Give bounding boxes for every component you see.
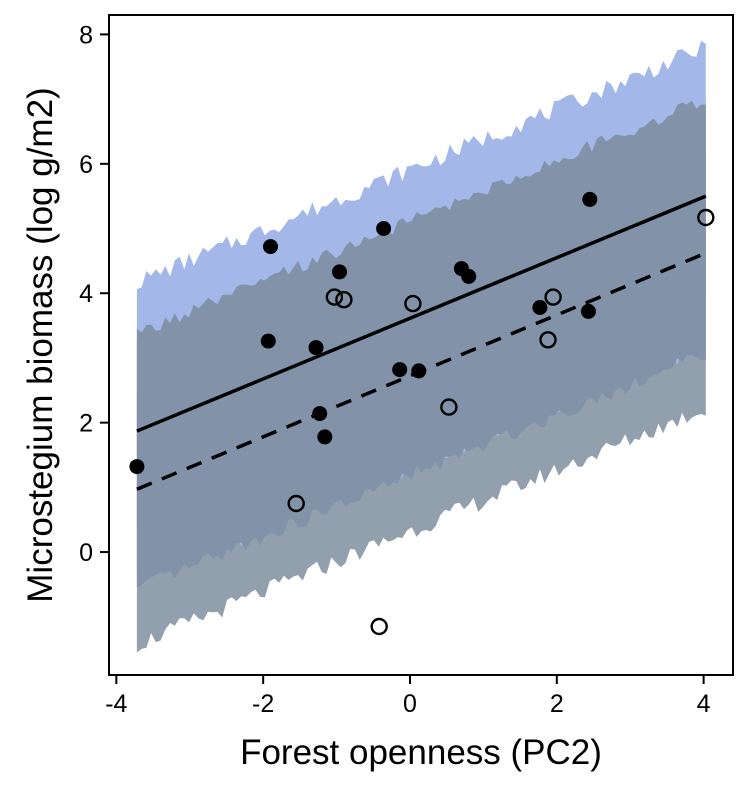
point-open: [335, 291, 353, 309]
point-filled: [392, 362, 408, 378]
x-axis-ticks: -4 -2 0 2 4: [105, 675, 711, 718]
point-filled: [332, 264, 347, 280]
point-open: [697, 208, 715, 227]
y-tick-label: 6: [79, 151, 93, 179]
point-filled: [582, 191, 598, 207]
y-tick-label: 4: [79, 280, 93, 308]
point-filled: [376, 221, 392, 236]
y-tick-label: 0: [79, 539, 93, 567]
y-tick-label: 2: [79, 410, 93, 438]
point-filled: [461, 268, 477, 284]
x-axis-title: Forest openness (PC2): [240, 733, 602, 772]
point-open: [544, 288, 562, 306]
point-open: [287, 494, 305, 513]
point-filled: [411, 363, 427, 379]
y-tick-label: 8: [79, 21, 93, 49]
data-points: [129, 191, 715, 636]
point-open: [440, 398, 458, 416]
y-axis-ticks: 0 2 4 6 8: [79, 21, 109, 567]
x-tick-label: -4: [105, 690, 127, 718]
point-filled: [312, 406, 328, 422]
point-filled: [532, 300, 548, 315]
credible-bands: [136, 40, 706, 653]
point-open: [370, 617, 388, 636]
point-open: [325, 288, 344, 306]
plot-frame: [108, 14, 734, 676]
point-open: [404, 294, 422, 313]
x-tick-label: 4: [697, 690, 711, 718]
x-tick-label: 0: [403, 690, 417, 718]
point-filled: [317, 429, 333, 445]
x-tick-label: 2: [550, 690, 564, 718]
point-filled: [580, 303, 596, 319]
x-tick-label: -2: [252, 690, 274, 718]
point-filled: [260, 333, 276, 349]
point-filled: [263, 239, 278, 255]
fit-line-solid: [136, 194, 707, 433]
point-filled: [129, 459, 145, 475]
point-open: [539, 331, 557, 349]
y-axis-title: Microstegium biomass (log g/m2): [21, 87, 60, 602]
point-filled: [308, 340, 324, 356]
